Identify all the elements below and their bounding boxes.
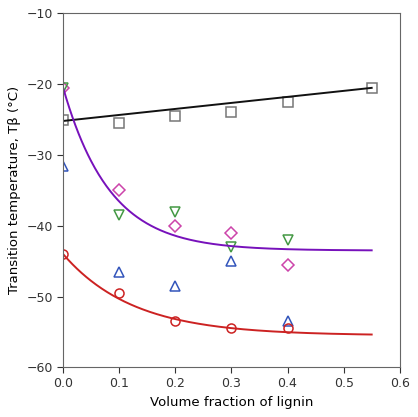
Y-axis label: Transition temperature, Tβ (°C): Transition temperature, Tβ (°C) (8, 86, 21, 294)
X-axis label: Volume fraction of lignin: Volume fraction of lignin (150, 396, 313, 409)
